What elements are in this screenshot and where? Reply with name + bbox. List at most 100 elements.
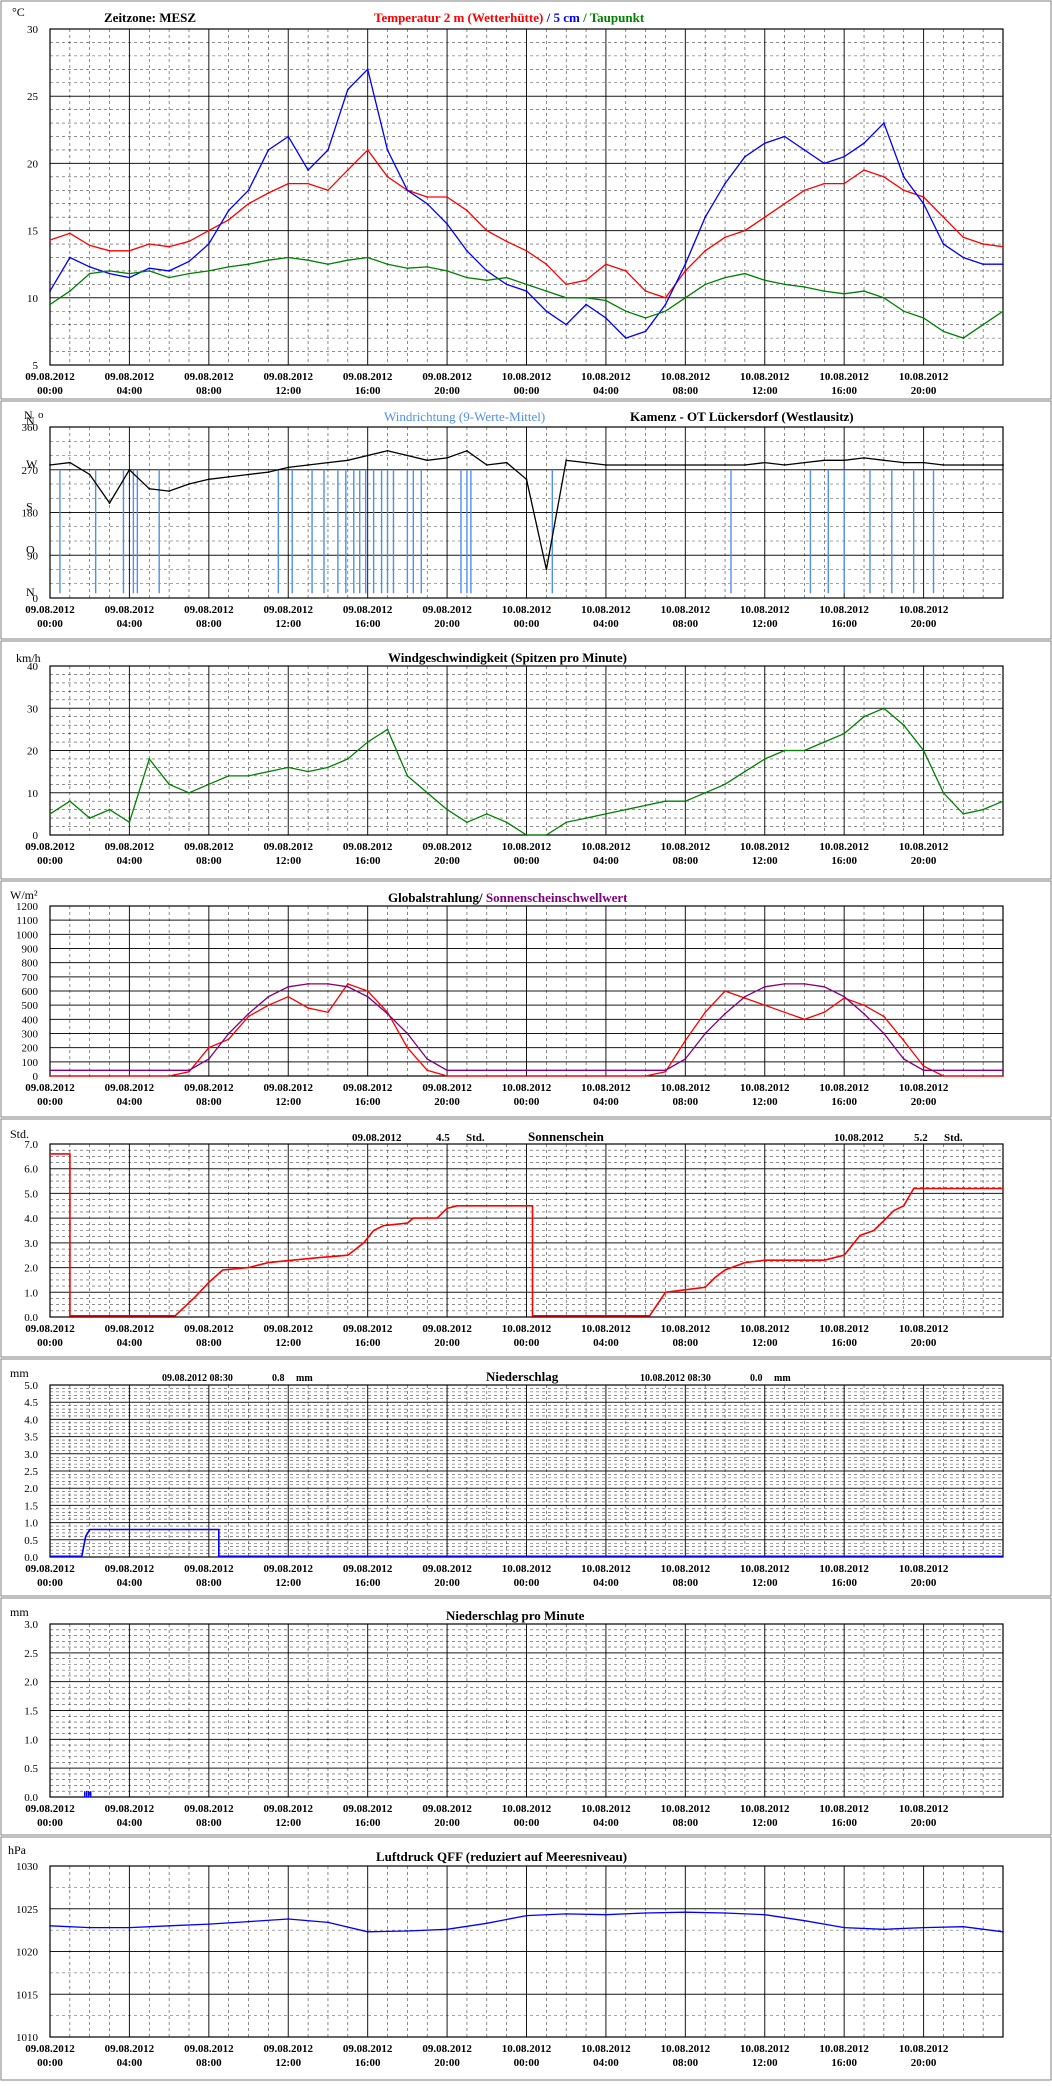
data-point	[287, 182, 290, 185]
data-point	[168, 245, 171, 248]
x-tick-date: 09.08.2012	[343, 604, 393, 616]
x-tick-time: 16:00	[355, 855, 381, 867]
data-point	[505, 461, 508, 464]
x-tick-time: 16:00	[355, 2057, 381, 2069]
data-point	[922, 749, 925, 752]
data-point	[882, 122, 885, 124]
x-tick-date: 09.08.2012	[25, 2043, 75, 2055]
day2-date: 10.08.2012	[834, 1132, 884, 1144]
data-point	[982, 464, 985, 466]
x-tick-date: 09.08.2012	[25, 1082, 75, 1094]
data-point	[1002, 310, 1004, 313]
data-point	[724, 464, 726, 466]
x-tick-date: 10.08.2012	[740, 1803, 790, 1815]
x-tick-time: 08:00	[196, 385, 222, 397]
data-point	[327, 983, 329, 985]
data-point	[843, 155, 846, 158]
chart-title: Windgeschwindigkeit (Spitzen pro Minute)	[388, 650, 627, 665]
x-tick-date: 09.08.2012	[105, 2043, 155, 2055]
series-sonnenscheinschwellwert	[49, 983, 1004, 1072]
data-point	[763, 461, 766, 464]
unit-symbol: o	[38, 409, 44, 421]
data-point	[664, 1070, 667, 1073]
data-point	[148, 487, 151, 490]
data-point	[922, 1926, 925, 1929]
data-point	[88, 272, 91, 275]
y-tick-label: 0.0	[24, 1552, 38, 1564]
data-point	[863, 715, 865, 718]
data-point	[942, 216, 945, 219]
x-tick-time: 12:00	[752, 2057, 778, 2069]
x-tick-date: 10.08.2012	[819, 1082, 869, 1094]
x-tick-date: 09.08.2012	[184, 1082, 234, 1094]
y-tick-label: 1020	[16, 1947, 39, 1959]
data-point	[1002, 1069, 1004, 1072]
data-point	[624, 310, 627, 313]
data-point	[525, 283, 528, 286]
x-tick-time: 04:00	[117, 1337, 143, 1349]
data-point	[366, 256, 369, 259]
data-point	[823, 182, 826, 185]
x-tick-time: 20:00	[911, 385, 937, 397]
chart-title: Sonnenschein	[528, 1129, 605, 1144]
data-point	[962, 337, 965, 340]
x-tick-date: 09.08.2012	[422, 1082, 472, 1094]
plot-border	[49, 1623, 1004, 1798]
data-point	[108, 502, 111, 504]
data-point	[426, 1058, 429, 1060]
data-point	[565, 296, 568, 299]
x-tick-date: 09.08.2012	[105, 1323, 155, 1335]
data-point	[684, 1039, 687, 1042]
data-point	[485, 1922, 488, 1925]
data-point	[942, 1069, 945, 1072]
plot-border	[49, 1143, 1004, 1318]
data-point	[485, 1075, 488, 1077]
data-point	[49, 1924, 51, 1927]
data-point	[88, 1069, 91, 1072]
x-tick-time: 20:00	[434, 618, 460, 630]
data-point	[466, 249, 468, 252]
data-point	[545, 310, 548, 313]
x-tick-date: 09.08.2012	[25, 1323, 75, 1335]
data-point	[366, 995, 369, 998]
panel-frame	[0, 1358, 1052, 1597]
x-tick-time: 12:00	[275, 618, 301, 630]
y-tick-label: 100	[22, 1057, 39, 1069]
data-point	[88, 244, 91, 247]
data-point	[327, 189, 329, 192]
data-point	[247, 202, 250, 205]
y-tick-label: 1015	[16, 1989, 39, 2001]
data-point	[585, 279, 587, 282]
data-point	[267, 1004, 270, 1007]
x-tick-date: 10.08.2012	[581, 1803, 631, 1815]
data-point	[605, 464, 607, 466]
x-tick-date: 10.08.2012	[819, 2043, 869, 2055]
sunshine-panel: 0.0 1.0 2.0 3.0 4.0 5.0 6.0 7.0 09.08.2012 00:00 0…	[10, 1127, 1004, 1349]
x-tick-date: 10.08.2012	[899, 2043, 949, 2055]
data-point	[803, 461, 806, 464]
data-point	[485, 812, 488, 815]
data-point	[346, 985, 349, 988]
data-point	[366, 149, 369, 151]
data-point	[168, 490, 171, 493]
data-point	[624, 1075, 627, 1077]
x-tick-date: 10.08.2012	[502, 1323, 552, 1335]
data-point	[644, 290, 647, 292]
y-tick-label: 3.5	[24, 1432, 38, 1444]
series-globalstrahlung	[49, 983, 1004, 1077]
x-tick-time: 16:00	[831, 1337, 857, 1349]
title-part: Taupunkt	[590, 10, 645, 25]
x-tick-time: 00:00	[37, 1096, 63, 1108]
day1-date: 09.08.2012 08:30	[162, 1373, 233, 1384]
data-point	[982, 263, 985, 266]
x-tick-date: 10.08.2012	[502, 1803, 552, 1815]
data-point	[605, 1069, 607, 1072]
x-tick-date: 10.08.2012	[661, 1323, 711, 1335]
compass-label: W	[26, 457, 38, 471]
data-point	[803, 1018, 806, 1021]
x-tick-time: 00:00	[514, 855, 540, 867]
x-tick-time: 00:00	[37, 2057, 63, 2069]
data-point	[763, 1913, 766, 1916]
x-tick-time: 12:00	[752, 1577, 778, 1589]
y-tick-label: 3.0	[24, 1619, 38, 1631]
